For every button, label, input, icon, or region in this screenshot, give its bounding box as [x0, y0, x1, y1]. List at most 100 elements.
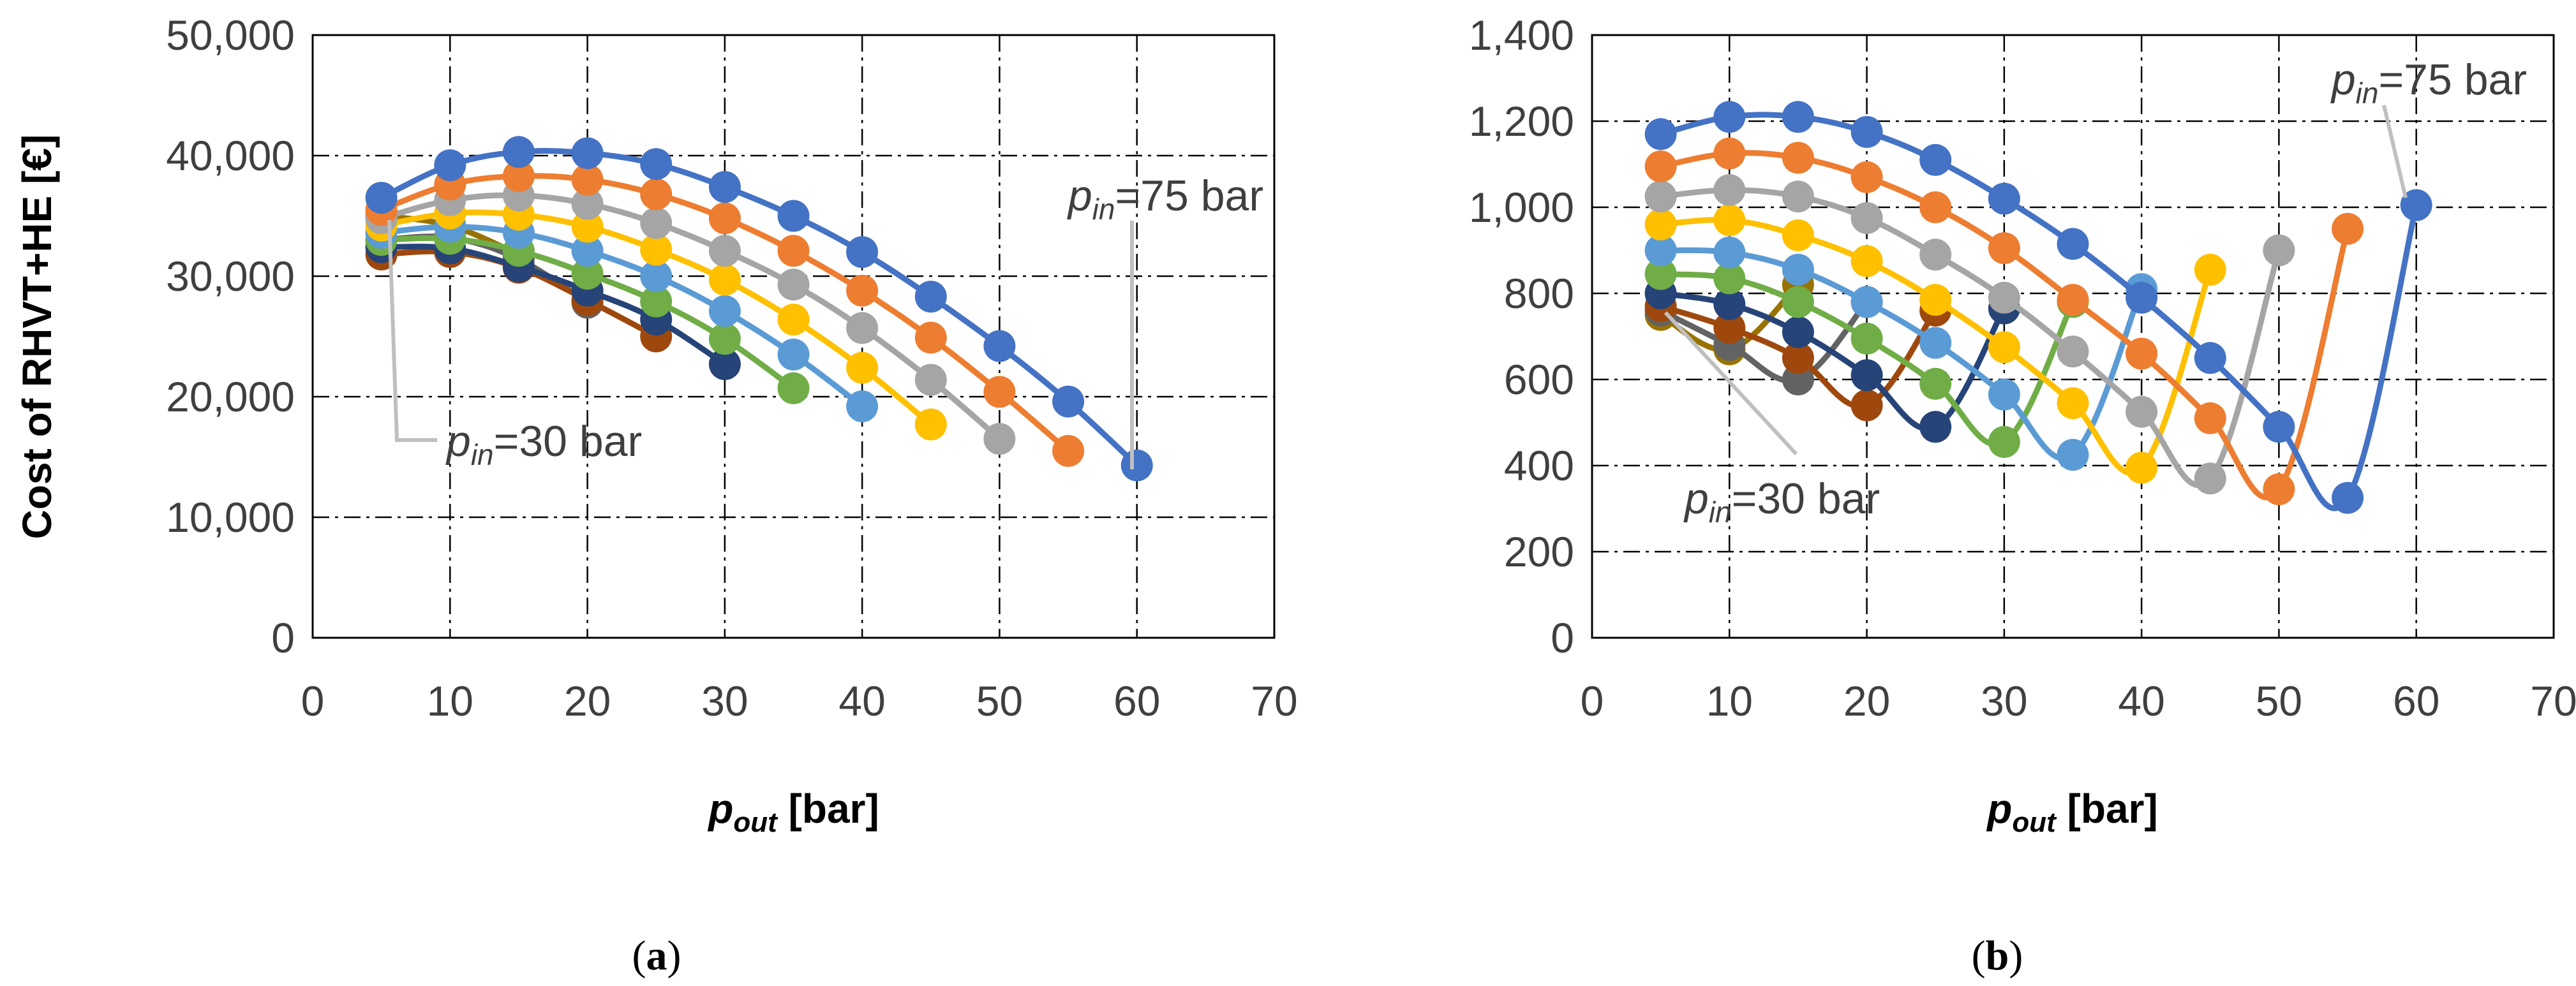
- series-line-a-2: [378, 192, 1002, 442]
- data-point-b-5-2: [1782, 286, 1814, 318]
- y-tick-label-b-3: 600: [1504, 356, 1574, 403]
- data-point-b-5-0: [1644, 258, 1677, 290]
- annotation-text-75-b: pin=75 bar: [2330, 55, 2527, 110]
- data-point-b-2-6: [2057, 335, 2089, 368]
- annotation-75-b-rest: =75 bar: [2378, 55, 2527, 104]
- data-point-b-6-1: [1713, 288, 1746, 320]
- data-point-b-4-1: [1713, 236, 1746, 269]
- data-point-b-3-4: [1919, 284, 1952, 316]
- series-a-0: [365, 136, 1153, 482]
- data-point-b-4-2: [1782, 253, 1814, 286]
- x-tick-label-b-1: 10: [1706, 677, 1753, 725]
- data-point-b-0-4: [1919, 143, 1952, 176]
- plot-frame-a: [311, 34, 1276, 639]
- x-axis-title-a-sub: out: [733, 807, 778, 838]
- data-point-b-3-8: [2194, 253, 2226, 286]
- data-point-b-4-3: [1850, 286, 1883, 318]
- x-tick-label-a-0: 0: [301, 677, 325, 725]
- y-tick-label-b-5: 1,000: [1469, 184, 1574, 231]
- data-point-b-0-3: [1850, 115, 1883, 148]
- series-line-b-8: [1658, 299, 1870, 384]
- data-point-b-3-0: [1644, 209, 1677, 240]
- y-tick-label-a-1: 10,000: [166, 494, 295, 541]
- data-point-b-6-4: [1919, 411, 1952, 443]
- data-point-a-0-10: [1052, 385, 1085, 418]
- plot-frame-b: [1591, 34, 2555, 639]
- y-tick-label-a-5: 50,000: [166, 11, 295, 59]
- annotation-30-a-main: p: [445, 417, 471, 466]
- annotation-30-b-rest: =30 bar: [1732, 475, 1880, 523]
- data-point-a-1-10: [1052, 435, 1085, 467]
- subcaption-b: (b): [1972, 932, 2023, 979]
- data-point-a-1-2: [502, 160, 535, 193]
- data-point-a-1-8: [914, 321, 947, 354]
- series-b-2: [1644, 174, 2295, 495]
- data-point-a-0-9: [983, 330, 1016, 362]
- data-point-b-4-4: [1919, 327, 1952, 359]
- data-point-b-5-4: [1919, 367, 1952, 400]
- data-point-a-1-6: [777, 235, 810, 267]
- data-point-b-1-10: [2332, 212, 2364, 245]
- leader-line-75-b: [2382, 105, 2408, 198]
- data-point-b-2-3: [1850, 202, 1883, 234]
- data-point-a-0-5: [708, 171, 741, 203]
- y-tick-label-b-1: 200: [1504, 528, 1574, 575]
- annotation-30-b-sub: in: [1709, 496, 1732, 529]
- data-point-a-1-5: [708, 202, 741, 235]
- y-tick-labels-a: 0 10,000 20,000 30,000 40,000 50,000: [166, 11, 295, 661]
- data-point-a-1-3: [571, 163, 604, 196]
- x-tick-label-a-7: 70: [1251, 677, 1297, 725]
- data-point-b-2-9: [2263, 234, 2295, 267]
- data-point-a-2-3: [571, 188, 604, 220]
- x-axis-title-a: pout [bar]: [707, 786, 879, 838]
- x-tick-label-a-5: 50: [976, 677, 1023, 725]
- data-point-a-0-11: [1120, 449, 1153, 482]
- data-point-b-5-1: [1713, 262, 1746, 295]
- data-point-b-5-3: [1850, 322, 1883, 355]
- data-point-a-2-5: [708, 235, 741, 267]
- data-point-a-2-6: [777, 269, 810, 301]
- data-point-a-3-3: [571, 210, 604, 243]
- chart-panel-b: 0 200 400 600 800 1,000 1,200 1,400 0 10 20 30 40 50…: [1469, 11, 2576, 979]
- data-point-a-0-6: [777, 200, 810, 232]
- x-tick-labels-a: 0 10 20 30 40 50 60 70: [301, 677, 1298, 725]
- x-axis-title-b: pout [bar]: [1986, 786, 2158, 838]
- annotation-text-30-a: pin=30 bar: [445, 417, 642, 471]
- data-point-a-0-7: [846, 236, 879, 269]
- annotation-30-a-sub: in: [471, 438, 494, 471]
- data-point-b-0-9: [2263, 411, 2295, 443]
- data-point-b-1-1: [1713, 137, 1746, 170]
- x-tick-label-b-4: 40: [2118, 677, 2164, 725]
- data-point-a-1-4: [640, 178, 673, 210]
- data-point-a-5-3: [571, 258, 604, 290]
- data-point-b-0-7: [2126, 281, 2158, 314]
- data-point-b-1-2: [1782, 142, 1814, 174]
- x-tick-label-b-7: 70: [2530, 677, 2576, 725]
- gridlines-a: [313, 34, 1276, 638]
- annotation-75-a-rest: =75 bar: [1115, 172, 1263, 220]
- data-point-b-3-3: [1850, 245, 1883, 277]
- data-point-b-2-4: [1919, 239, 1952, 271]
- data-point-a-0-4: [640, 148, 673, 180]
- y-tick-label-a-4: 40,000: [166, 132, 295, 179]
- data-point-a-0-0: [365, 182, 398, 214]
- data-point-b-2-7: [2126, 395, 2158, 428]
- data-point-b-0-10: [2332, 482, 2364, 514]
- data-point-b-7-3: [1850, 389, 1883, 422]
- data-point-a-4-5: [708, 295, 741, 327]
- data-point-a-4-3: [571, 235, 604, 267]
- y-tick-label-a-0: 0: [271, 614, 295, 661]
- x-tick-label-b-6: 60: [2393, 677, 2439, 725]
- x-tick-label-a-4: 40: [838, 677, 885, 725]
- annotation-pin-75-a: pin=75 bar: [1067, 172, 1263, 469]
- series-b-0: [1644, 101, 2432, 514]
- x-tick-label-a-3: 30: [701, 677, 748, 725]
- annotation-pin-30-b: pin=30 bar: [1664, 311, 1880, 529]
- x-axis-title-b-sub: out: [2012, 807, 2057, 838]
- series-group-b: [1644, 101, 2432, 514]
- data-point-a-3-7: [846, 351, 879, 384]
- annotation-text-30-b: pin=30 bar: [1683, 475, 1880, 529]
- data-point-a-4-4: [640, 260, 673, 292]
- data-point-b-1-9: [2263, 473, 2295, 506]
- y-tick-label-b-4: 800: [1504, 270, 1574, 317]
